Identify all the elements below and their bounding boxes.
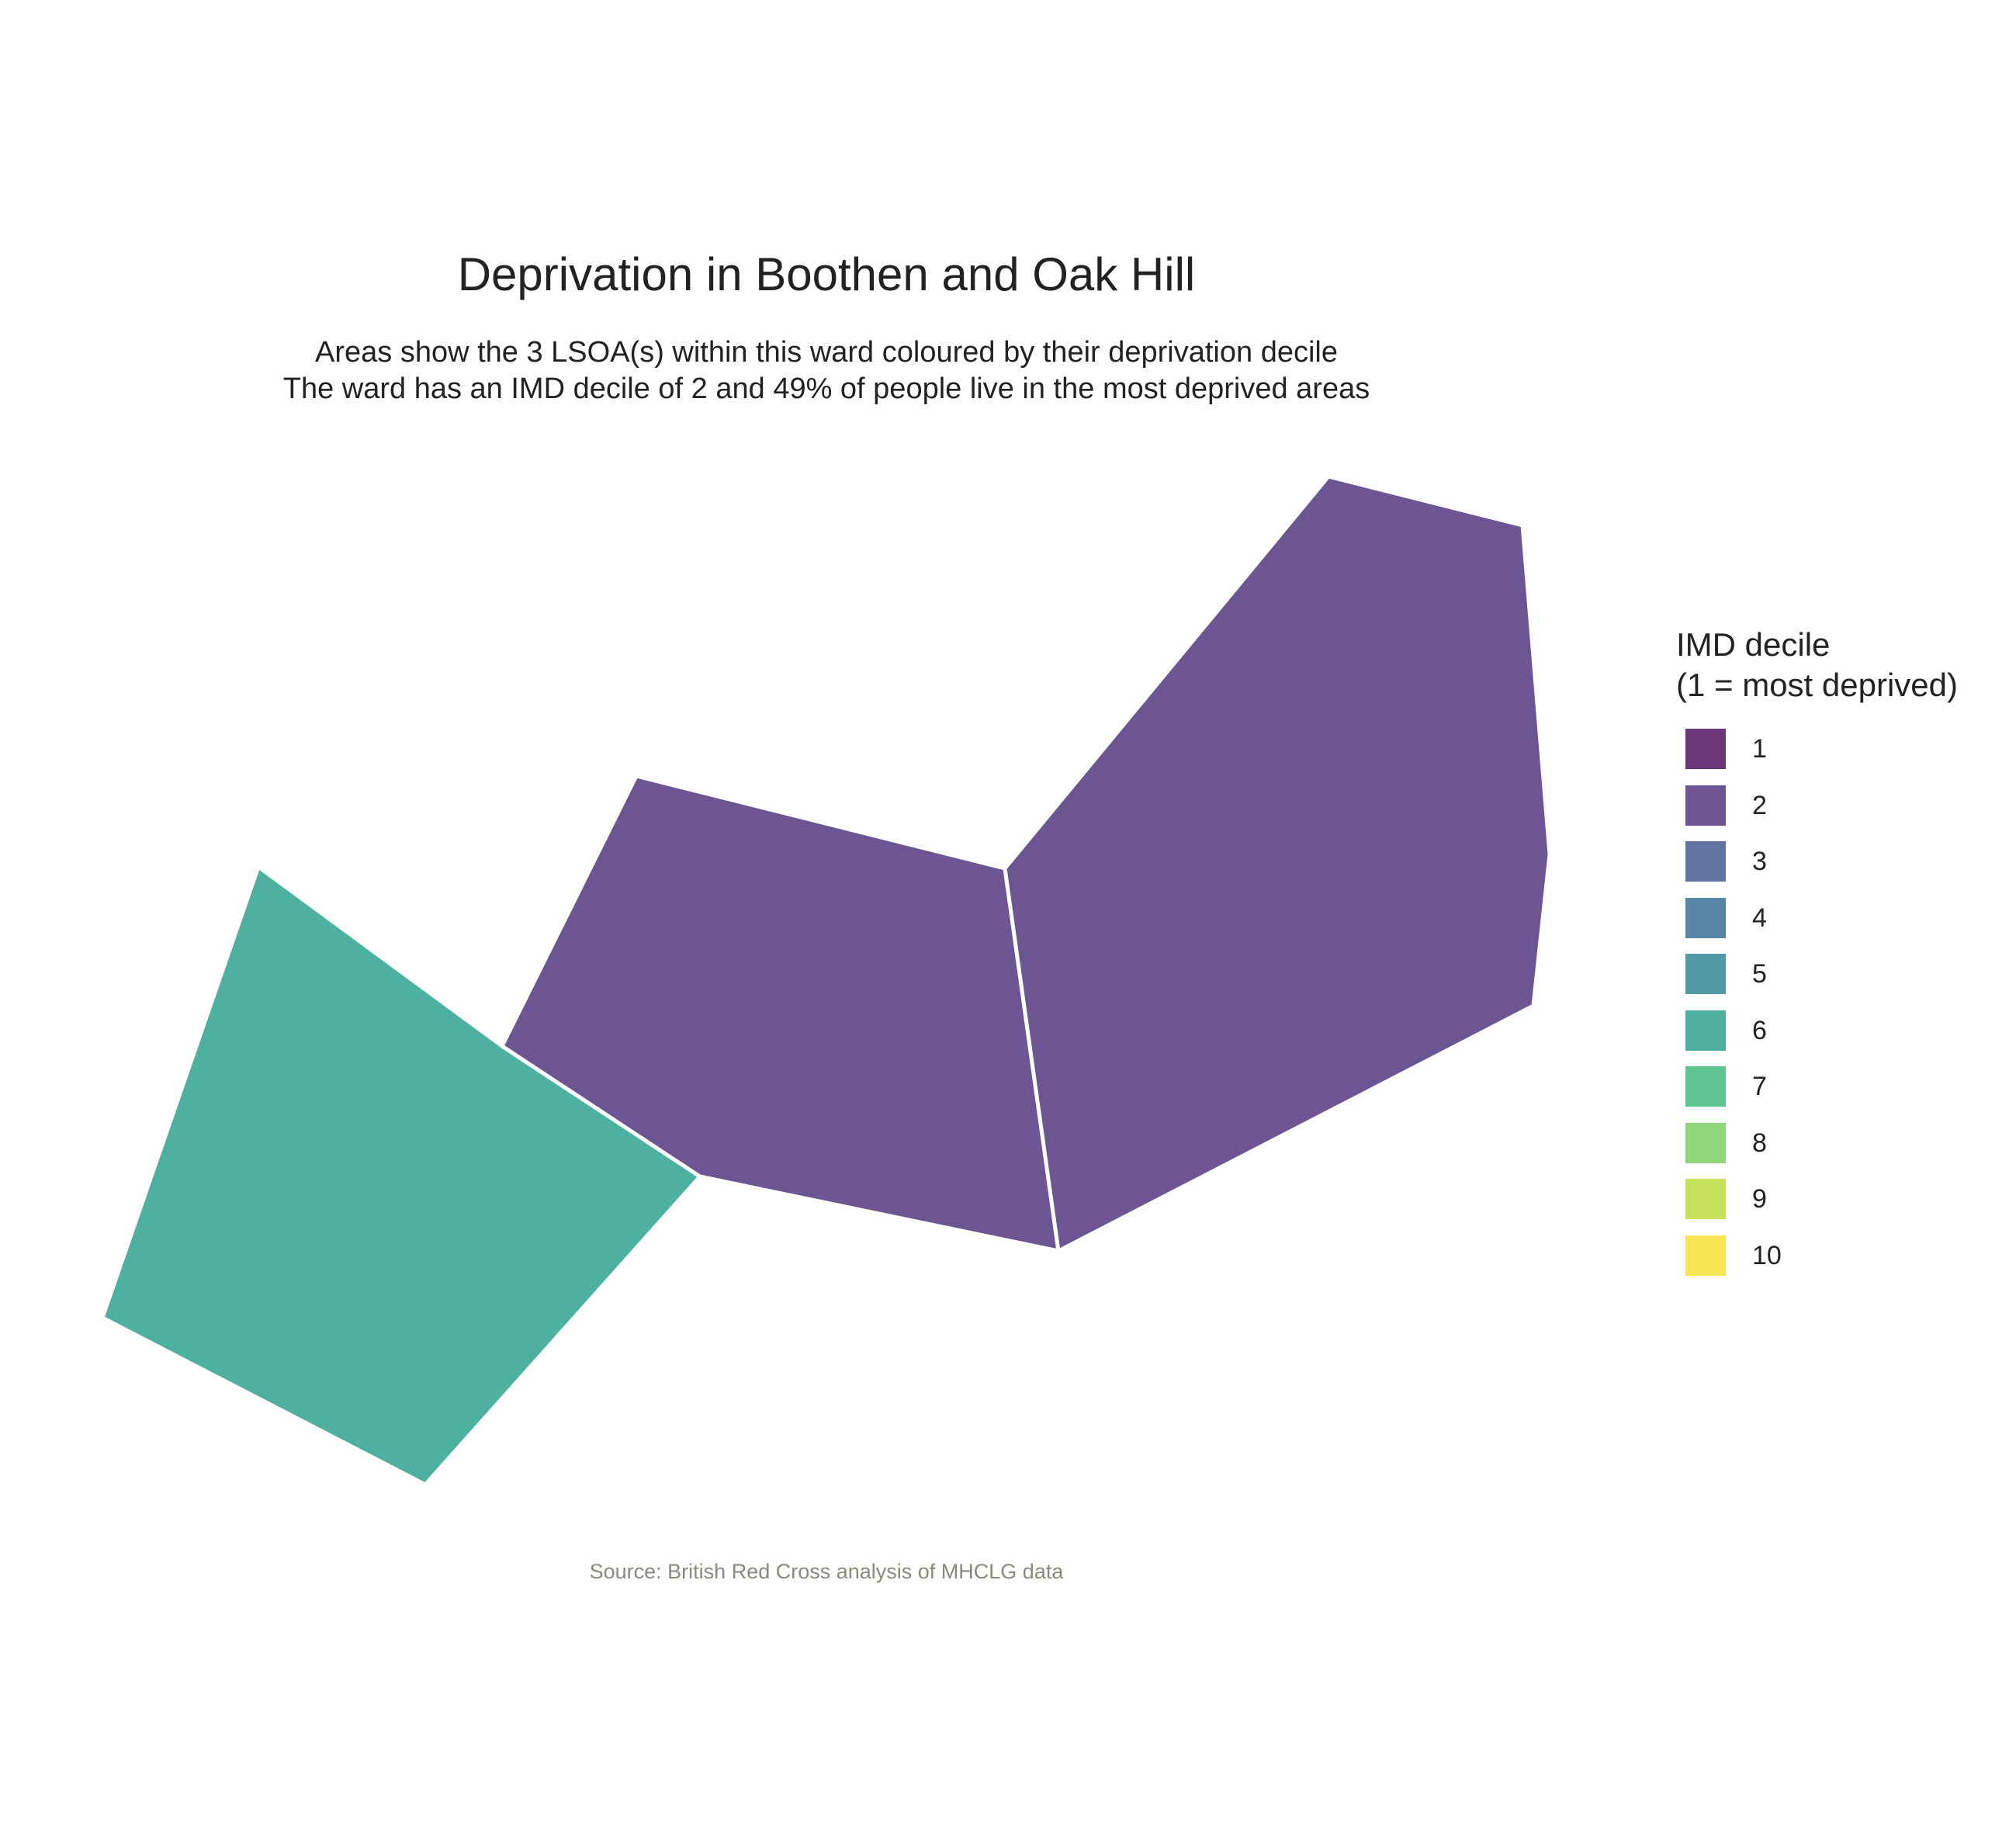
- legend-item: 2: [1676, 785, 2002, 842]
- legend-title-line2: (1 = most deprived): [1676, 667, 1958, 703]
- map-subtitle-line2: The ward has an IMD decile of 2 and 49% …: [282, 372, 1370, 405]
- legend-item: 10: [1676, 1235, 2002, 1292]
- legend-label: 1: [1752, 734, 1767, 764]
- legend-swatch: [1685, 1066, 1726, 1107]
- legend-label: 3: [1752, 847, 1767, 876]
- source-caption: Source: British Red Cross analysis of MH…: [589, 1560, 1064, 1583]
- map-subtitle-line1: Areas show the 3 LSOA(s) within this war…: [315, 336, 1338, 369]
- legend-swatch: [1685, 897, 1726, 938]
- lsoa-area-2[interactable]: [500, 774, 1061, 1253]
- legend-swatch: [1685, 785, 1726, 826]
- legend-items: 1 2 3 4 5 6 7 8: [1676, 729, 2002, 1291]
- legend-swatch: [1685, 841, 1726, 882]
- legend-label: 8: [1752, 1128, 1767, 1158]
- legend-item: 4: [1676, 897, 2002, 955]
- legend-item: 3: [1676, 841, 2002, 898]
- legend-label: 4: [1752, 903, 1767, 933]
- legend-item: 6: [1676, 1010, 2002, 1067]
- lsoa-area-1[interactable]: [100, 865, 702, 1487]
- legend-swatch: [1685, 1179, 1726, 1219]
- legend-swatch: [1685, 1122, 1726, 1163]
- legend-swatch: [1685, 729, 1726, 769]
- map-title: Deprivation in Boothen and Oak Hill: [457, 248, 1196, 300]
- legend-swatch: [1685, 1235, 1726, 1276]
- legend: IMD decile (1 = most deprived) 1 2 3 4 5…: [1676, 625, 2002, 1291]
- legend-item: 1: [1676, 729, 2002, 785]
- legend-item: 5: [1676, 954, 2002, 1010]
- legend-label: 9: [1752, 1184, 1767, 1214]
- legend-item: 8: [1676, 1122, 2002, 1180]
- legend-label: 7: [1752, 1072, 1767, 1101]
- legend-title-line1: IMD decile: [1676, 626, 1831, 663]
- legend-item: 9: [1676, 1179, 2002, 1235]
- legend-label: 6: [1752, 1015, 1767, 1045]
- legend-item: 7: [1676, 1066, 2002, 1123]
- lsoa-area-3[interactable]: [1003, 474, 1552, 1253]
- legend-swatch: [1685, 954, 1726, 994]
- legend-label: 10: [1752, 1240, 1782, 1270]
- legend-swatch: [1685, 1010, 1726, 1051]
- legend-label: 5: [1752, 959, 1767, 989]
- legend-label: 2: [1752, 790, 1767, 820]
